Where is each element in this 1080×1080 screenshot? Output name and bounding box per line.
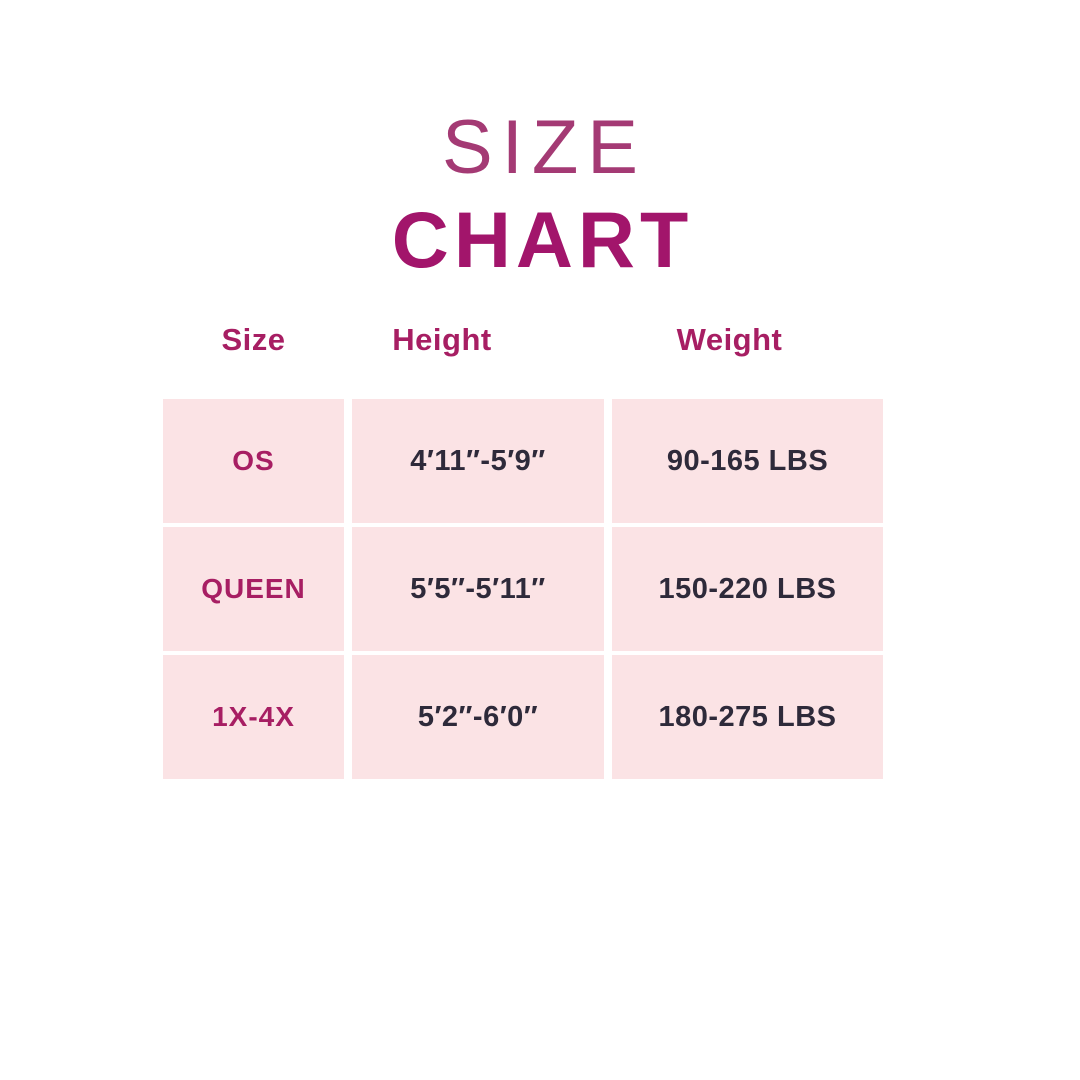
table-cell-row3-height: 5′2″-6′0″ <box>352 655 604 779</box>
column-header-height: Height <box>352 322 604 358</box>
table-cell-row1-size: OS <box>163 399 344 523</box>
table-cell-row1-weight: 90-165 LBS <box>612 399 883 523</box>
column-header-weight: Weight <box>612 322 883 358</box>
table-cell-row3-weight: 180-275 LBS <box>612 655 883 779</box>
column-header-size-label: Size <box>221 322 286 357</box>
table-cell-row3-size: 1X-4X <box>163 655 344 779</box>
column-header-size: Size <box>163 322 344 358</box>
table-cell-row2-weight: 150-220 LBS <box>612 527 883 651</box>
table-cell-row2-height: 5′5″-5′11″ <box>352 527 604 651</box>
title-word-chart: CHART <box>391 195 694 284</box>
page-title: SIZE CHART <box>0 105 1080 284</box>
table-cell-row1-height: 4′11″-5′9″ <box>352 399 604 523</box>
title-word-size: SIZE <box>442 105 647 190</box>
column-header-weight-label: Weight <box>676 322 783 357</box>
table-header-row: Size Height Weight <box>163 322 883 358</box>
column-header-height-label: Height <box>392 322 492 357</box>
table-cell-row2-size: QUEEN <box>163 527 344 651</box>
size-table: OS 4′11″-5′9″ 90-165 LBS QUEEN 5′5″-5′11… <box>163 399 883 779</box>
